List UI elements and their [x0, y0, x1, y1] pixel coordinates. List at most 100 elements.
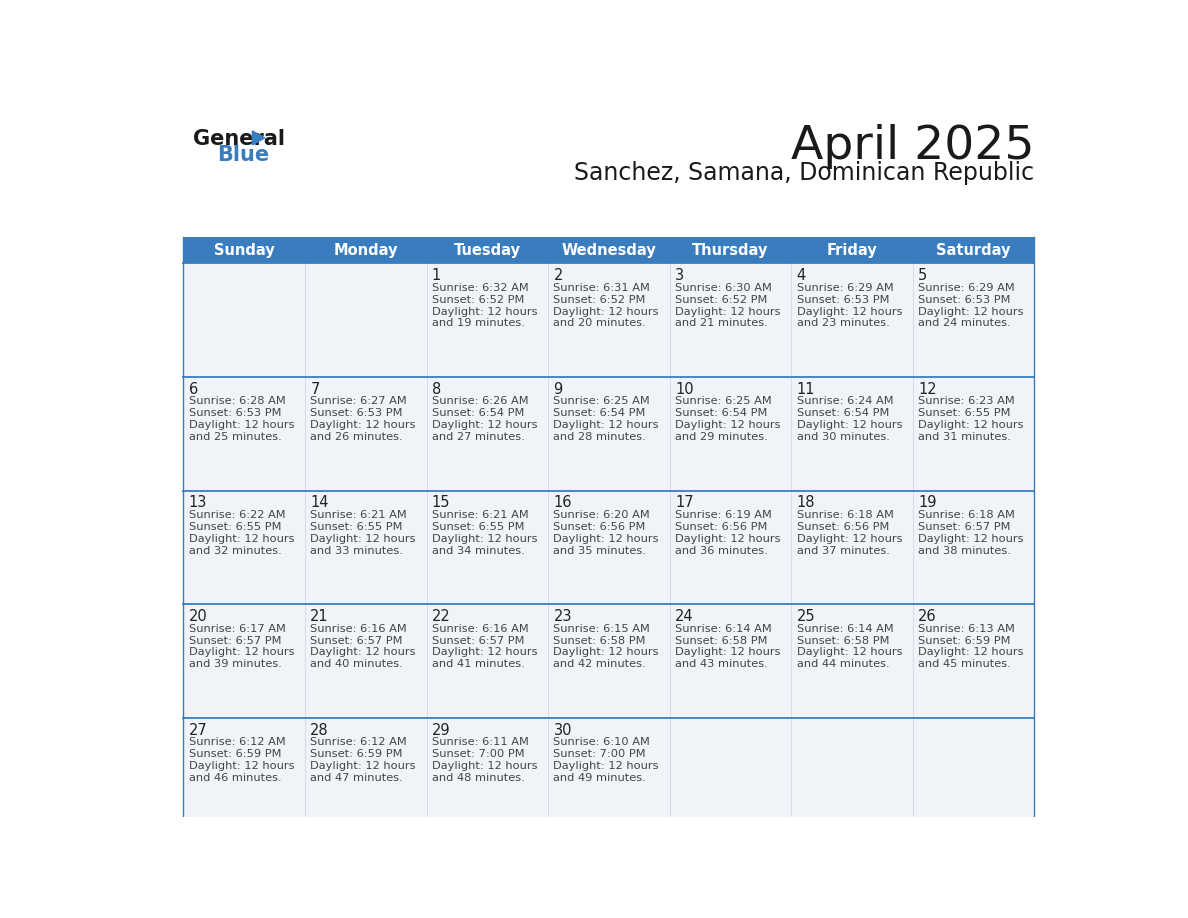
Text: and 36 minutes.: and 36 minutes. — [675, 545, 767, 555]
Text: 9: 9 — [554, 382, 563, 397]
Bar — [305, 263, 426, 377]
Text: and 26 minutes.: and 26 minutes. — [310, 432, 403, 442]
Text: Sunset: 6:57 PM: Sunset: 6:57 PM — [189, 635, 282, 645]
Text: 14: 14 — [310, 496, 329, 510]
Text: 27: 27 — [189, 722, 208, 738]
Bar — [305, 377, 426, 491]
Text: Sunrise: 6:19 AM: Sunrise: 6:19 AM — [675, 509, 772, 520]
Text: Sunrise: 6:27 AM: Sunrise: 6:27 AM — [310, 397, 407, 407]
Text: and 27 minutes.: and 27 minutes. — [432, 432, 525, 442]
Text: Daylight: 12 hours: Daylight: 12 hours — [554, 761, 659, 771]
Text: Daylight: 12 hours: Daylight: 12 hours — [554, 647, 659, 657]
Text: and 49 minutes.: and 49 minutes. — [554, 773, 646, 783]
Text: 2: 2 — [554, 268, 563, 283]
Bar — [791, 718, 912, 832]
Text: 22: 22 — [432, 609, 450, 624]
Text: 24: 24 — [675, 609, 694, 624]
Bar — [426, 377, 548, 491]
Bar — [183, 718, 305, 832]
Text: Daylight: 12 hours: Daylight: 12 hours — [432, 420, 537, 431]
Text: and 25 minutes.: and 25 minutes. — [189, 432, 282, 442]
Text: 15: 15 — [432, 496, 450, 510]
Text: Sunrise: 6:12 AM: Sunrise: 6:12 AM — [189, 737, 285, 747]
Text: 13: 13 — [189, 496, 207, 510]
Text: Sunset: 6:56 PM: Sunset: 6:56 PM — [554, 521, 646, 532]
Text: Sunrise: 6:14 AM: Sunrise: 6:14 AM — [797, 623, 893, 633]
Text: Sunset: 6:57 PM: Sunset: 6:57 PM — [432, 635, 524, 645]
Text: Sunset: 7:00 PM: Sunset: 7:00 PM — [432, 749, 525, 759]
Bar — [912, 604, 1035, 718]
Text: Sunset: 6:58 PM: Sunset: 6:58 PM — [675, 635, 767, 645]
Text: Sunset: 6:55 PM: Sunset: 6:55 PM — [310, 521, 403, 532]
Text: Sunset: 6:55 PM: Sunset: 6:55 PM — [918, 409, 1011, 419]
Text: and 31 minutes.: and 31 minutes. — [918, 432, 1011, 442]
Text: and 48 minutes.: and 48 minutes. — [432, 773, 525, 783]
Text: Daylight: 12 hours: Daylight: 12 hours — [918, 420, 1024, 431]
Text: and 30 minutes.: and 30 minutes. — [797, 432, 890, 442]
Text: and 44 minutes.: and 44 minutes. — [797, 659, 890, 669]
Text: Daylight: 12 hours: Daylight: 12 hours — [675, 307, 781, 317]
Text: 8: 8 — [432, 382, 441, 397]
Text: Sunset: 6:57 PM: Sunset: 6:57 PM — [310, 635, 403, 645]
Text: and 37 minutes.: and 37 minutes. — [797, 545, 890, 555]
Text: Sunset: 6:57 PM: Sunset: 6:57 PM — [918, 521, 1011, 532]
Text: Sunrise: 6:21 AM: Sunrise: 6:21 AM — [310, 509, 407, 520]
Text: Sunset: 6:52 PM: Sunset: 6:52 PM — [432, 295, 524, 305]
Text: Sunset: 6:58 PM: Sunset: 6:58 PM — [554, 635, 646, 645]
Text: Sunset: 6:52 PM: Sunset: 6:52 PM — [554, 295, 646, 305]
Text: Daylight: 12 hours: Daylight: 12 hours — [554, 533, 659, 543]
Text: Daylight: 12 hours: Daylight: 12 hours — [189, 647, 295, 657]
Text: and 29 minutes.: and 29 minutes. — [675, 432, 767, 442]
Text: Daylight: 12 hours: Daylight: 12 hours — [918, 647, 1024, 657]
Polygon shape — [252, 131, 265, 145]
Bar — [548, 718, 670, 832]
Text: 5: 5 — [918, 268, 928, 283]
Text: Daylight: 12 hours: Daylight: 12 hours — [675, 533, 781, 543]
Text: Friday: Friday — [827, 242, 878, 258]
Text: and 42 minutes.: and 42 minutes. — [554, 659, 646, 669]
Text: 20: 20 — [189, 609, 208, 624]
Text: 4: 4 — [797, 268, 805, 283]
Bar — [670, 377, 791, 491]
Text: Sunset: 6:53 PM: Sunset: 6:53 PM — [310, 409, 403, 419]
Text: 17: 17 — [675, 496, 694, 510]
Text: Sunset: 6:53 PM: Sunset: 6:53 PM — [189, 409, 282, 419]
Text: and 34 minutes.: and 34 minutes. — [432, 545, 525, 555]
Bar — [305, 718, 426, 832]
Text: Sunrise: 6:23 AM: Sunrise: 6:23 AM — [918, 397, 1015, 407]
Text: Daylight: 12 hours: Daylight: 12 hours — [310, 420, 416, 431]
Text: Daylight: 12 hours: Daylight: 12 hours — [675, 420, 781, 431]
Text: Sunset: 6:54 PM: Sunset: 6:54 PM — [432, 409, 524, 419]
Text: Sunset: 6:59 PM: Sunset: 6:59 PM — [918, 635, 1011, 645]
Text: Sunset: 6:54 PM: Sunset: 6:54 PM — [554, 409, 646, 419]
Text: Sunset: 6:53 PM: Sunset: 6:53 PM — [797, 295, 889, 305]
Bar — [912, 491, 1035, 604]
Text: Sunset: 6:56 PM: Sunset: 6:56 PM — [675, 521, 767, 532]
Text: and 28 minutes.: and 28 minutes. — [554, 432, 646, 442]
Text: Sunrise: 6:26 AM: Sunrise: 6:26 AM — [432, 397, 529, 407]
Text: Daylight: 12 hours: Daylight: 12 hours — [189, 761, 295, 771]
Text: Sunrise: 6:14 AM: Sunrise: 6:14 AM — [675, 623, 772, 633]
Text: 18: 18 — [797, 496, 815, 510]
Bar — [548, 604, 670, 718]
Text: Sunset: 6:52 PM: Sunset: 6:52 PM — [675, 295, 767, 305]
Text: Sunset: 6:54 PM: Sunset: 6:54 PM — [675, 409, 767, 419]
Text: Sunset: 6:59 PM: Sunset: 6:59 PM — [310, 749, 403, 759]
Text: 23: 23 — [554, 609, 571, 624]
Text: 12: 12 — [918, 382, 937, 397]
Bar — [305, 604, 426, 718]
Text: 25: 25 — [797, 609, 815, 624]
Text: 19: 19 — [918, 496, 936, 510]
Text: Sunrise: 6:32 AM: Sunrise: 6:32 AM — [432, 283, 529, 293]
Text: Sunrise: 6:31 AM: Sunrise: 6:31 AM — [554, 283, 650, 293]
Text: 6: 6 — [189, 382, 198, 397]
Text: Daylight: 12 hours: Daylight: 12 hours — [797, 533, 902, 543]
Bar — [305, 491, 426, 604]
Text: Daylight: 12 hours: Daylight: 12 hours — [310, 533, 416, 543]
Text: Sunrise: 6:28 AM: Sunrise: 6:28 AM — [189, 397, 285, 407]
Text: Daylight: 12 hours: Daylight: 12 hours — [189, 420, 295, 431]
Text: and 32 minutes.: and 32 minutes. — [189, 545, 282, 555]
Text: 26: 26 — [918, 609, 937, 624]
Text: and 43 minutes.: and 43 minutes. — [675, 659, 767, 669]
Text: Wednesday: Wednesday — [562, 242, 656, 258]
